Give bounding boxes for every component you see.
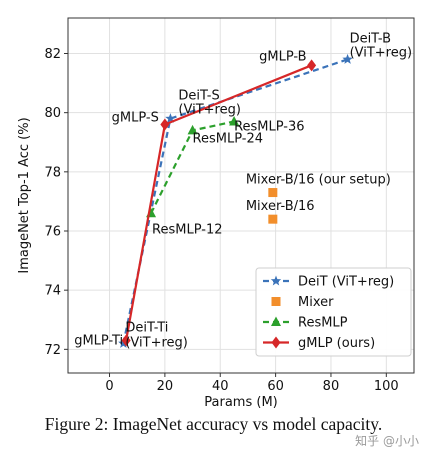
- series-mixer: [268, 188, 278, 224]
- y-axis-label: ImageNet Top-1 Acc (%): [17, 117, 32, 273]
- x-tick-label: 60: [267, 379, 284, 394]
- annotation-label: (ViT+reg): [178, 103, 241, 118]
- axes: 0 20 40 60 80 100 72 74 76 78 80 82 Params (M) ImageN…: [17, 17, 415, 410]
- data-point: [342, 53, 353, 64]
- series-layer: [118, 53, 353, 348]
- annotation-label: Mixer-B/16: [246, 199, 315, 214]
- legend: DeiT (ViT+reg) Mixer ResMLP gMLP (ours): [255, 267, 412, 357]
- annotation-label: DeiT-Ti: [125, 320, 168, 335]
- figure-caption: Figure 2: ImageNet accuracy vs model cap…: [44, 414, 383, 434]
- annotation-label: DeiT-S: [178, 89, 219, 104]
- legend-marker: [271, 316, 281, 326]
- x-tick-label: 0: [105, 379, 113, 394]
- legend-label: DeiT (ViT+reg): [298, 275, 394, 290]
- annotation-label: gMLP-Ti: [74, 333, 123, 348]
- legend-label: ResMLP: [298, 316, 348, 331]
- y-tick-label: 72: [44, 343, 61, 358]
- legend-marker: [270, 275, 282, 286]
- x-axis-label: Params (M): [204, 395, 277, 410]
- y-tick-label: 78: [44, 165, 61, 180]
- x-tick-label: 40: [212, 379, 229, 394]
- data-point: [307, 59, 317, 72]
- data-point: [121, 334, 131, 347]
- annotation-label: ResMLP-12: [152, 222, 222, 237]
- annotation-label: gMLP-B: [259, 49, 306, 64]
- legend-label: gMLP (ours): [298, 336, 375, 351]
- annotation-label: (ViT+reg): [350, 45, 413, 60]
- annotation-label: ResMLP-24: [193, 131, 263, 146]
- y-tick-label: 76: [44, 225, 61, 240]
- data-point: [160, 118, 170, 131]
- data-point: [229, 116, 240, 126]
- watermark: 知乎 @小小: [355, 434, 419, 448]
- annotation-label: (ViT+reg): [125, 335, 188, 350]
- data-point: [165, 113, 176, 124]
- y-tick-label: 80: [44, 106, 61, 121]
- x-tick-label: 20: [157, 379, 174, 394]
- series-resmlp: [146, 116, 240, 218]
- data-point: [187, 124, 198, 135]
- x-tick-label: 100: [374, 379, 399, 394]
- annotation-label: gMLP-S: [112, 111, 159, 126]
- data-point: [268, 188, 278, 198]
- y-tick-label: 74: [44, 284, 61, 299]
- legend-marker: [271, 336, 281, 349]
- annotation-label: ResMLP-36: [234, 120, 304, 135]
- plot-frame: [67, 17, 415, 374]
- x-tick-label: 80: [323, 379, 340, 394]
- annotation-label: DeiT-B: [350, 31, 392, 46]
- series-line: [122, 58, 348, 344]
- grid: [68, 18, 414, 373]
- y-tick-label: 82: [44, 47, 61, 62]
- annotations: DeiT-B(ViT+reg)gMLP-BDeiT-S(ViT+reg)gMLP…: [74, 31, 412, 350]
- series-gmlp-ours: [121, 59, 317, 347]
- legend-marker: [271, 297, 281, 306]
- legend-box: [255, 267, 412, 357]
- data-point: [118, 337, 129, 348]
- series-deit-vit-reg: [118, 53, 353, 348]
- data-point: [268, 214, 278, 224]
- annotation-label: Mixer-B/16 (our setup): [246, 173, 391, 188]
- legend-label: Mixer: [298, 295, 334, 310]
